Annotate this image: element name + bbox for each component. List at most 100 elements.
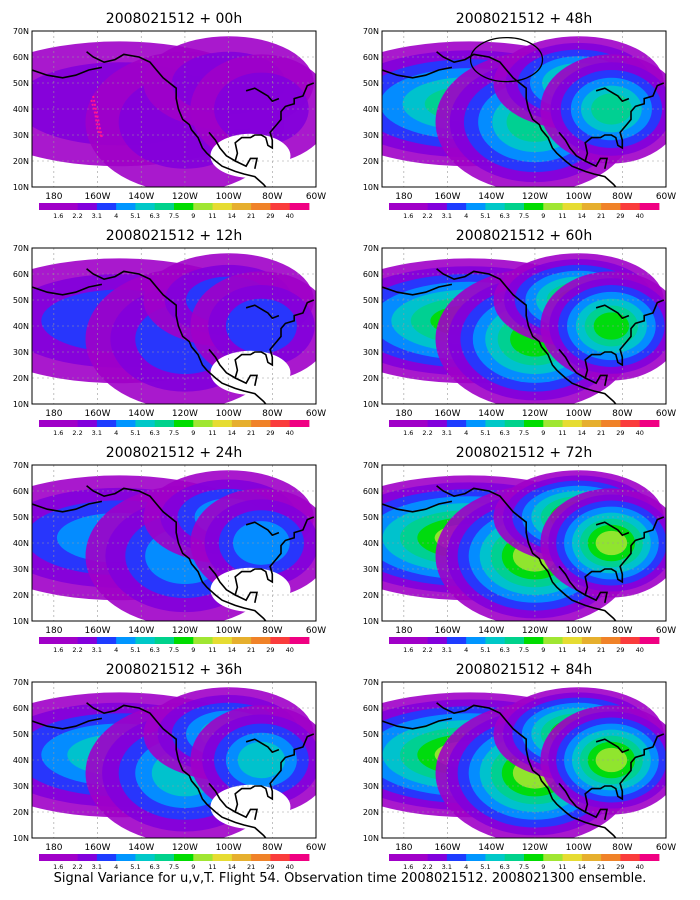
colorbar-label: 11 <box>208 863 216 871</box>
coastline <box>382 268 665 404</box>
lat-tick-label: 30N <box>363 348 379 357</box>
lon-tick-label: 160W <box>434 843 460 853</box>
colorbar-label: 1.6 <box>403 212 413 220</box>
colorbar-swatch <box>562 203 583 210</box>
colorbar-swatch <box>270 203 291 210</box>
colorbar-swatch <box>543 637 563 644</box>
lon-tick-label: 160W <box>434 409 460 419</box>
colorbar-swatch <box>135 420 156 427</box>
lat-tick-label: 30N <box>13 565 29 574</box>
panel-title: 2008021512 + 36h <box>106 662 242 678</box>
colorbar-swatch <box>212 203 233 210</box>
map-panel: 2008021512 + 36h 70N 60N 50N 40N 30N 20N 10N 180… <box>13 662 326 871</box>
lon-tick-label: 140W <box>128 843 154 853</box>
lon-tick-label: 180 <box>45 626 62 636</box>
lat-tick-label: 10N <box>363 183 379 192</box>
lon-tick-label: 80W <box>262 192 282 202</box>
colorbar-swatch <box>562 637 583 644</box>
colorbar-swatch <box>251 203 271 210</box>
colorbar-swatch <box>174 637 194 644</box>
lat-tick-label: 60N <box>363 270 379 279</box>
lon-tick-label: 100W <box>216 626 242 636</box>
lat-tick-label: 40N <box>13 322 29 331</box>
lon-tick-label: 80W <box>262 409 282 419</box>
colorbar-label: 3.1 <box>442 212 452 220</box>
colorbar-swatch <box>389 637 409 644</box>
lon-tick-label: 120W <box>522 192 548 202</box>
colorbar-swatch <box>581 203 602 210</box>
colorbar-label: 40 <box>636 646 644 654</box>
lon-tick-label: 100W <box>566 843 592 853</box>
lat-tick-label: 20N <box>13 157 29 166</box>
colorbar-swatch <box>58 637 78 644</box>
lat-tick-label: 10N <box>363 400 379 409</box>
colorbar-swatch <box>389 854 409 861</box>
lon-tick-label: 100W <box>216 409 242 419</box>
lon-tick-label: 140W <box>128 409 154 419</box>
colorbar-swatch <box>581 420 602 427</box>
colorbar-label: 29 <box>266 429 274 437</box>
colorbar-swatch <box>620 420 641 427</box>
colorbar-label: 29 <box>616 863 624 871</box>
colorbar-label: 29 <box>266 863 274 871</box>
lat-tick-label: 20N <box>363 808 379 817</box>
colorbar-swatch <box>58 854 78 861</box>
lat-tick-label: 40N <box>13 539 29 548</box>
colorbar-swatch <box>581 854 602 861</box>
colorbar-label: 11 <box>558 646 566 654</box>
colorbar-swatch <box>58 420 78 427</box>
panel-title: 2008021512 + 72h <box>456 445 592 461</box>
colorbar-swatch <box>77 637 98 644</box>
colorbar-swatch <box>485 854 506 861</box>
lat-tick-label: 50N <box>13 79 29 88</box>
colorbar-label: 21 <box>597 429 605 437</box>
colorbar-swatch <box>543 203 563 210</box>
colorbar-swatch <box>408 420 428 427</box>
lon-tick-label: 140W <box>478 409 504 419</box>
lat-tick-label: 40N <box>13 756 29 765</box>
colorbar: 1.6 2.2 3.1 4 5.1 6.3 7.5 9 11 14 21 29 40 <box>39 637 310 654</box>
colorbar-label: 11 <box>208 212 216 220</box>
colorbar-swatch <box>289 420 310 427</box>
colorbar-label: 6.3 <box>150 646 160 654</box>
colorbar-label: 3.1 <box>92 212 102 220</box>
colorbar-swatch <box>620 854 641 861</box>
lat-tick-label: 30N <box>13 348 29 357</box>
colorbar-label: 7.5 <box>519 646 529 654</box>
colorbar-label: 11 <box>208 429 216 437</box>
colorbar-label: 29 <box>266 646 274 654</box>
colorbar-label: 9 <box>541 863 545 871</box>
colorbar: 1.6 2.2 3.1 4 5.1 6.3 7.5 9 11 14 21 29 40 <box>389 854 660 871</box>
lon-tick-label: 60W <box>656 192 676 202</box>
colorbar-swatch <box>504 637 525 644</box>
lat-tick-label: 40N <box>363 756 379 765</box>
lat-tick-label: 20N <box>13 374 29 383</box>
colorbar-swatch <box>251 854 271 861</box>
colorbar-label: 14 <box>578 429 586 437</box>
colorbar-label: 9 <box>541 212 545 220</box>
lat-tick-label: 20N <box>13 591 29 600</box>
panel-frame <box>31 464 317 622</box>
colorbar-label: 1.6 <box>53 863 63 871</box>
colorbar-label: 6.3 <box>150 429 160 437</box>
lon-tick-label: 180 <box>395 409 412 419</box>
lon-tick-label: 80W <box>262 843 282 853</box>
colorbar-label: 21 <box>247 429 255 437</box>
panel-frame <box>31 30 317 188</box>
lat-tick-label: 20N <box>363 374 379 383</box>
colorbar-swatch <box>39 854 59 861</box>
colorbar-swatch <box>504 420 525 427</box>
lon-tick-label: 80W <box>612 626 632 636</box>
colorbar-swatch <box>193 637 213 644</box>
colorbar-label: 5.1 <box>130 212 140 220</box>
colorbar-swatch <box>524 203 544 210</box>
colorbar-label: 3.1 <box>92 646 102 654</box>
colorbar-label: 11 <box>208 646 216 654</box>
observation-circle <box>469 36 544 83</box>
colorbar-label: 21 <box>597 863 605 871</box>
colorbar-label: 6.3 <box>500 863 510 871</box>
map-panel: 2008021512 + 12h 70N 60N 50N 40N 30N 20N 10N 180… <box>13 228 326 437</box>
colorbar-label: 1.6 <box>53 212 63 220</box>
lon-tick-label: 120W <box>172 192 198 202</box>
colorbar: 1.6 2.2 3.1 4 5.1 6.3 7.5 9 11 14 21 29 40 <box>39 854 310 871</box>
